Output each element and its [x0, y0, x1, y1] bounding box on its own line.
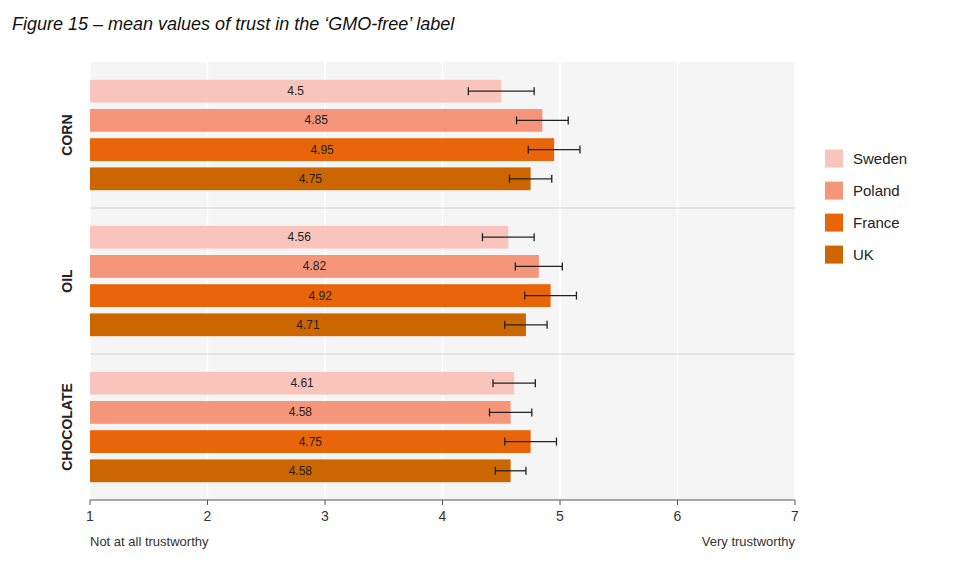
data-label: 4.75	[299, 435, 323, 449]
tick-label: 6	[674, 508, 682, 524]
legend-swatch	[825, 182, 843, 200]
grid-line	[794, 62, 796, 500]
legend-label: Sweden	[853, 150, 907, 167]
title: Figure 15 – mean values of trust in the …	[12, 14, 455, 34]
category-label: CORN	[59, 114, 75, 155]
bar	[90, 226, 508, 249]
tick-mark	[677, 500, 678, 505]
tick-mark	[207, 500, 208, 505]
bar	[90, 109, 542, 132]
error-bar	[482, 233, 534, 241]
error-bar	[528, 146, 580, 154]
tick-mark	[560, 500, 561, 505]
data-label: 4.95	[310, 143, 334, 157]
error-bar	[515, 262, 562, 270]
data-label: 4.75	[299, 172, 323, 186]
marks	[90, 80, 580, 482]
error-bar	[468, 87, 534, 95]
grid-line	[559, 62, 561, 500]
category-label: CHOCOLATE	[59, 383, 75, 471]
legend: Sweden Poland France UK	[825, 150, 907, 264]
error-bar	[493, 379, 535, 387]
error-bar	[490, 408, 532, 416]
grid-line	[677, 62, 679, 500]
axis-annotation: Not at all trustworthy	[90, 534, 209, 549]
data-label: 4.56	[287, 230, 311, 244]
data-label: 4.58	[289, 405, 313, 419]
tick-label: 2	[204, 508, 212, 524]
data-label: 4.92	[309, 289, 333, 303]
error-bar	[505, 321, 547, 329]
tick-label: 1	[86, 508, 94, 524]
data-label: 4.85	[305, 113, 329, 127]
legend-swatch	[825, 246, 843, 264]
error-bar	[525, 292, 577, 300]
error-bar	[517, 116, 569, 124]
legend-label: UK	[853, 246, 874, 263]
tick-label: 7	[791, 508, 799, 524]
data-label: 4.5	[287, 84, 304, 98]
bar	[90, 430, 531, 453]
legend-swatch	[825, 150, 843, 168]
data-label: 4.82	[303, 259, 327, 273]
tick-mark	[90, 500, 91, 505]
data-label: 4.71	[296, 318, 320, 332]
data-label: 4.58	[289, 464, 313, 478]
tick-label: 4	[439, 508, 447, 524]
legend-swatch	[825, 214, 843, 232]
tick-label: 5	[556, 508, 564, 524]
group-separator	[90, 208, 795, 209]
bar	[90, 80, 501, 103]
tick-mark	[325, 500, 326, 505]
bar	[90, 401, 511, 424]
error-bar	[495, 467, 526, 475]
x-axis-line	[90, 500, 795, 501]
bar	[90, 313, 526, 336]
axis-annotation: Very trustworthy	[702, 534, 796, 549]
tick-mark	[795, 500, 796, 505]
bar	[90, 255, 539, 278]
bar	[90, 372, 514, 395]
legend-label: France	[853, 214, 900, 231]
error-bar	[509, 175, 551, 183]
legend-label: Poland	[853, 182, 900, 199]
category-label: OIL	[59, 269, 75, 293]
bar	[90, 167, 531, 190]
error-bar	[505, 438, 557, 446]
tick-mark	[442, 500, 443, 505]
data-label: 4.61	[290, 376, 314, 390]
bar	[90, 138, 554, 161]
group-separator	[90, 354, 795, 355]
bar	[90, 459, 511, 482]
tick-label: 3	[321, 508, 329, 524]
bar	[90, 284, 551, 307]
grid	[90, 62, 795, 500]
data-labels: 4.5 4.56 4.61 4.85 4.82 4.58 4.95 4.92 4.75 4.75 4…	[287, 84, 334, 478]
plot-background	[90, 62, 795, 500]
chart: Figure 15 – mean values of trust in the …	[0, 0, 975, 584]
